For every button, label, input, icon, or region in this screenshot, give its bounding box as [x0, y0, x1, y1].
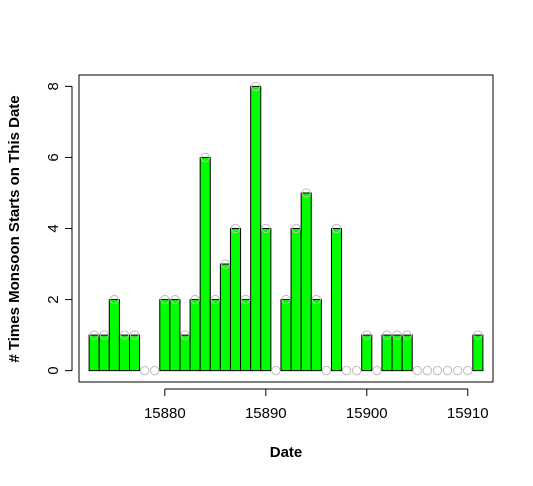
data-point — [442, 365, 453, 376]
bar — [280, 299, 292, 372]
data-point — [89, 330, 99, 340]
data-point — [463, 365, 473, 376]
x-axis: 15880 15890 15900 15910 — [144, 388, 489, 422]
data-point — [261, 223, 271, 234]
data-point — [452, 365, 463, 376]
bar — [128, 334, 141, 372]
data-point — [372, 365, 382, 376]
data-point — [382, 330, 392, 340]
data-point — [99, 330, 109, 340]
data-point — [412, 365, 422, 376]
data-point — [291, 223, 301, 234]
bar — [391, 334, 403, 372]
data-point — [251, 81, 261, 92]
y-tick-label: 8 — [45, 82, 62, 90]
data-point — [432, 365, 443, 376]
data-point — [129, 330, 140, 340]
x-tick-label: 15910 — [447, 405, 489, 422]
y-tick-label: 6 — [45, 153, 62, 161]
data-point — [240, 294, 251, 305]
bar — [330, 228, 343, 372]
bar — [250, 85, 262, 372]
data-point — [160, 294, 170, 305]
x-tick-label: 15880 — [144, 405, 186, 422]
bar — [310, 299, 322, 372]
data-point — [119, 330, 130, 340]
data-point — [351, 365, 362, 376]
y-tick-label: 0 — [45, 366, 62, 374]
bar — [199, 156, 211, 372]
x-axis-title: Date — [270, 444, 303, 461]
y-tick-label: 2 — [45, 295, 62, 303]
data-point — [200, 152, 210, 163]
bar — [98, 334, 110, 372]
bar — [169, 299, 181, 372]
bar — [229, 228, 242, 372]
bar — [381, 334, 393, 372]
data-point — [271, 365, 281, 376]
bar — [209, 299, 221, 372]
points-layer — [89, 81, 483, 376]
bars-layer — [88, 85, 484, 372]
bar — [189, 299, 201, 372]
data-point — [210, 294, 221, 305]
data-point — [220, 259, 231, 269]
x-tick-label: 15900 — [346, 405, 388, 422]
x-tick-label: 15890 — [245, 405, 287, 422]
bar — [472, 334, 484, 372]
bar — [361, 334, 373, 372]
data-point — [230, 223, 241, 234]
data-point — [311, 294, 321, 305]
data-point — [150, 365, 160, 376]
data-point — [281, 294, 291, 305]
data-point — [139, 365, 150, 376]
plot-frame — [78, 74, 494, 383]
bar — [88, 334, 100, 372]
bar — [260, 228, 272, 372]
data-point — [392, 330, 402, 340]
data-point — [301, 188, 311, 198]
data-point — [321, 365, 332, 376]
bar — [159, 299, 171, 372]
data-point — [402, 330, 412, 340]
bar — [290, 228, 302, 372]
bar — [108, 299, 120, 372]
data-point — [331, 223, 342, 234]
bar — [179, 334, 191, 372]
y-axis: 0 2 4 6 8 — [45, 82, 73, 375]
bar — [118, 334, 130, 372]
data-point — [190, 294, 200, 305]
bar — [240, 299, 252, 372]
data-point — [341, 365, 352, 376]
data-point — [473, 330, 483, 340]
data-point — [109, 294, 120, 305]
bar — [219, 263, 231, 372]
data-point — [180, 330, 190, 340]
bar — [300, 192, 312, 372]
data-point — [422, 365, 433, 376]
data-point — [362, 330, 372, 340]
bar — [401, 334, 413, 372]
y-axis-title: # Times Monsoon Starts on This Date — [6, 95, 23, 362]
y-tick-label: 4 — [45, 224, 62, 232]
data-point — [170, 294, 180, 305]
